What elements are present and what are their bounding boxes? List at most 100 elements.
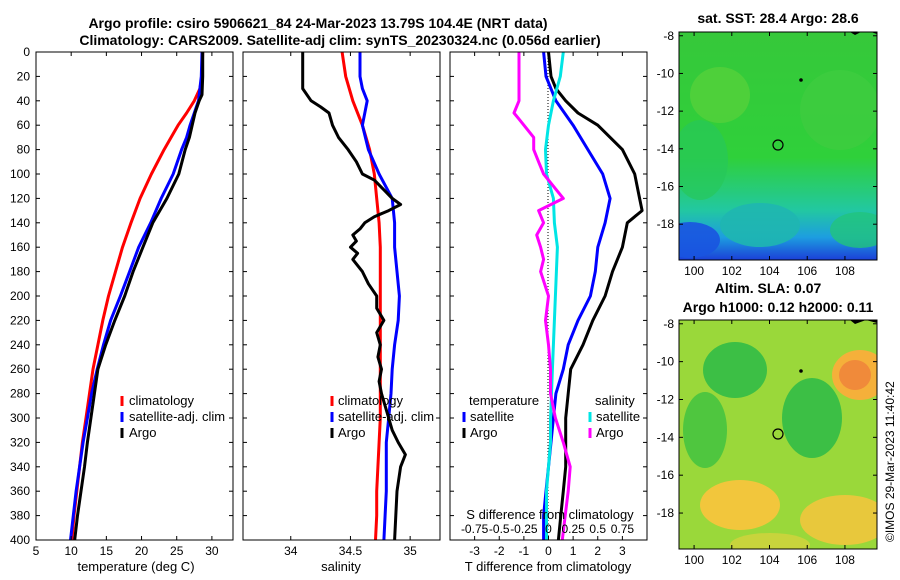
sla-map-x-ticks: 100 102 104 106 108 bbox=[684, 320, 855, 567]
sst-field bbox=[679, 32, 877, 260]
series-line-satellite bbox=[69, 51, 204, 541]
x-tick-label: 35 bbox=[403, 544, 417, 558]
x-tick-label: 2 bbox=[594, 544, 601, 558]
depth-tick-label: 400 bbox=[10, 533, 30, 547]
x-tick-label: -2 bbox=[494, 544, 505, 558]
map-x-tick-label: 106 bbox=[797, 264, 817, 278]
title-line-2: Climatology: CARS2009. Satellite-adj cli… bbox=[79, 32, 600, 48]
s-difference-label: S difference from climatology bbox=[466, 507, 634, 522]
sla-map-title-1: Altim. SLA: 0.07 bbox=[715, 280, 822, 296]
map-y-tick-label: -10 bbox=[657, 66, 675, 80]
legend-climatology: climatology bbox=[338, 393, 404, 408]
x-tick-label: 0 bbox=[545, 544, 552, 558]
salinity-frame bbox=[242, 51, 441, 541]
sst-map-y-ticks: -8 -10 -12 -14 -16 -18 bbox=[657, 29, 877, 231]
legend-s-satellite: satellite bbox=[596, 409, 640, 424]
temperature-frame bbox=[35, 51, 234, 541]
sst-map-x-ticks: 100 102 104 106 108 bbox=[684, 32, 855, 278]
x-tick-label: 30 bbox=[205, 544, 219, 558]
depth-tick-label: 280 bbox=[10, 387, 30, 401]
difference-lines bbox=[512, 51, 644, 541]
difference-panel: -3 -2 -1 0 1 2 3 T difference from climatology… bbox=[449, 51, 648, 574]
map-y-tick-label: -12 bbox=[657, 392, 675, 406]
x-tick-label: 3 bbox=[619, 544, 626, 558]
series-line-satellite bbox=[358, 52, 401, 541]
depth-tick-label: 40 bbox=[17, 94, 31, 108]
depth-tick-label: 140 bbox=[10, 216, 30, 230]
series-line-climatology bbox=[70, 51, 205, 541]
s-tick-label: 0 bbox=[545, 522, 552, 536]
sst-map-title: sat. SST: 28.4 Argo: 28.6 bbox=[697, 10, 859, 26]
depth-tick-label: 260 bbox=[10, 362, 30, 376]
depth-tick-label: 220 bbox=[10, 313, 30, 327]
salinity-xlabel: salinity bbox=[321, 559, 361, 574]
depth-axis: 0 20 40 60 80 100 120 140 160 180 200 220 240 260 280 3… bbox=[10, 45, 30, 547]
map-x-tick-label: 100 bbox=[684, 553, 704, 567]
sla-map: Altim. SLA: 0.07 Argo h1000: 0.12 h2000:… bbox=[657, 280, 878, 567]
argo-location-marker bbox=[772, 428, 784, 440]
legend-argo: Argo bbox=[129, 425, 156, 440]
island-marker bbox=[799, 78, 803, 82]
salinity-legend: climatology satellite-adj. clim Argo bbox=[330, 393, 434, 440]
x-tick-label: 10 bbox=[64, 544, 78, 558]
legend-temperature-title: temperature bbox=[469, 393, 539, 408]
temperature-lines bbox=[69, 51, 205, 541]
x-tick-label: 5 bbox=[33, 544, 40, 558]
sla-field bbox=[679, 320, 877, 549]
s-tick-label: 0.5 bbox=[589, 522, 606, 536]
x-tick-label: 1 bbox=[570, 544, 577, 558]
x-tick-label: 15 bbox=[100, 544, 114, 558]
sla-map-y-ticks: -8 -10 -12 -14 -16 -18 bbox=[657, 317, 877, 520]
sst-map-frame bbox=[678, 31, 878, 261]
map-y-tick-label: -8 bbox=[663, 317, 674, 331]
s-tick-label: -0.75 bbox=[461, 522, 489, 536]
argo-location-marker bbox=[772, 139, 784, 151]
depth-tick-label: 160 bbox=[10, 240, 30, 254]
map-x-tick-label: 104 bbox=[759, 264, 779, 278]
legend-satellite: satellite-adj. clim bbox=[338, 409, 434, 424]
sla-map-frame bbox=[678, 319, 878, 550]
map-y-tick-label: -10 bbox=[657, 355, 675, 369]
legend-s-argo: Argo bbox=[596, 425, 623, 440]
map-y-tick-label: -16 bbox=[657, 468, 675, 482]
sst-map: sat. SST: 28.4 Argo: 28.6 -8-10- bbox=[657, 10, 878, 278]
depth-tick-label: 380 bbox=[10, 509, 30, 523]
temperature-panel: 5 10 15 20 25 30 temperature (deg C) climatol… bbox=[33, 51, 234, 574]
difference-x-ticks: -3 -2 -1 0 1 2 3 bbox=[450, 51, 647, 558]
temperature-legend: climatology satellite-adj. clim Argo bbox=[120, 393, 225, 440]
s-tick-label: -0.5 bbox=[489, 522, 510, 536]
x-tick-label: 25 bbox=[170, 544, 184, 558]
temperature-xlabel: temperature (deg C) bbox=[77, 559, 194, 574]
depth-tick-label: 340 bbox=[10, 460, 30, 474]
depth-tick-label: 100 bbox=[10, 167, 30, 181]
map-x-tick-label: 100 bbox=[684, 264, 704, 278]
map-y-tick-label: -12 bbox=[657, 104, 675, 118]
legend-t-satellite: satellite bbox=[470, 409, 514, 424]
difference-legend: temperature salinity satellite Argo sate… bbox=[462, 393, 640, 440]
depth-tick-label: 200 bbox=[10, 289, 30, 303]
depth-tick-label: 300 bbox=[10, 411, 30, 425]
depth-tick-label: 180 bbox=[10, 265, 30, 279]
map-y-tick-label: -14 bbox=[657, 430, 675, 444]
x-tick-label: 34.5 bbox=[339, 544, 363, 558]
series-line-t-argo bbox=[547, 51, 644, 541]
depth-tick-label: 240 bbox=[10, 338, 30, 352]
series-line-s-argo bbox=[512, 52, 572, 541]
map-y-tick-label: -18 bbox=[657, 217, 675, 231]
series-line-argo bbox=[73, 52, 205, 541]
legend-salinity-title: salinity bbox=[595, 393, 635, 408]
depth-tick-label: 60 bbox=[17, 118, 31, 132]
x-tick-label: 20 bbox=[135, 544, 149, 558]
imos-watermark: ©IMOS 29-Mar-2023 11:40:42 bbox=[883, 381, 897, 542]
map-y-tick-label: -14 bbox=[657, 142, 675, 156]
depth-tick-label: 320 bbox=[10, 435, 30, 449]
depth-tick-label: 120 bbox=[10, 191, 30, 205]
depth-tick-label: 0 bbox=[23, 45, 30, 59]
map-x-tick-label: 106 bbox=[797, 553, 817, 567]
series-line-s-satellite bbox=[544, 51, 565, 540]
depth-tick-label: 360 bbox=[10, 484, 30, 498]
map-y-tick-label: -16 bbox=[657, 180, 675, 194]
legend-climatology: climatology bbox=[129, 393, 195, 408]
salinity-lines bbox=[301, 51, 407, 541]
